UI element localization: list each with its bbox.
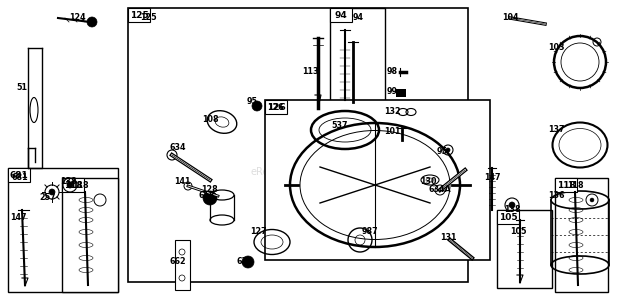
Bar xyxy=(62,178,118,292)
Text: 662: 662 xyxy=(170,257,187,266)
Circle shape xyxy=(252,101,262,111)
Text: 105: 105 xyxy=(510,227,526,237)
Circle shape xyxy=(446,148,450,152)
Text: 147: 147 xyxy=(484,173,500,182)
Text: 98: 98 xyxy=(386,68,397,77)
Circle shape xyxy=(509,202,515,208)
Text: 124: 124 xyxy=(69,13,86,23)
Text: 118: 118 xyxy=(567,181,583,190)
Text: 141: 141 xyxy=(174,178,190,187)
Text: 128: 128 xyxy=(202,185,218,195)
Text: 51: 51 xyxy=(17,83,27,92)
Circle shape xyxy=(49,189,55,195)
Text: 104: 104 xyxy=(502,13,518,23)
Bar xyxy=(8,168,118,292)
Bar xyxy=(265,100,490,260)
Text: 138: 138 xyxy=(60,178,76,187)
Text: 138: 138 xyxy=(503,206,520,215)
Text: 95: 95 xyxy=(436,148,448,156)
Text: 987: 987 xyxy=(361,227,378,237)
Text: 136: 136 xyxy=(547,190,564,199)
Bar xyxy=(555,178,577,192)
Bar xyxy=(62,178,84,192)
Text: 137: 137 xyxy=(547,125,564,134)
Text: 537: 537 xyxy=(332,120,348,130)
Text: 118: 118 xyxy=(64,181,82,190)
Bar xyxy=(8,168,30,182)
Text: 618: 618 xyxy=(198,192,215,201)
Bar xyxy=(128,8,468,282)
Bar xyxy=(497,210,519,224)
Bar xyxy=(330,8,385,112)
Text: 257: 257 xyxy=(40,193,56,203)
Text: 125: 125 xyxy=(140,13,156,23)
Text: 681: 681 xyxy=(12,173,29,182)
Text: 118: 118 xyxy=(557,181,575,190)
Text: 118: 118 xyxy=(72,181,88,190)
Text: 126: 126 xyxy=(267,103,285,111)
Bar xyxy=(396,89,406,97)
Circle shape xyxy=(590,198,594,202)
Text: 634: 634 xyxy=(170,144,186,153)
Bar xyxy=(265,100,287,114)
Text: eReplacementParts.com: eReplacementParts.com xyxy=(250,167,370,177)
Text: 103: 103 xyxy=(547,44,564,52)
Circle shape xyxy=(203,191,217,205)
Bar xyxy=(128,8,150,22)
Text: 126: 126 xyxy=(267,103,283,113)
Text: 94: 94 xyxy=(335,10,347,19)
Text: 113: 113 xyxy=(302,68,318,77)
Text: 636: 636 xyxy=(237,257,253,266)
Text: 101: 101 xyxy=(384,128,401,136)
Bar xyxy=(175,240,190,290)
Text: 634A: 634A xyxy=(428,185,451,195)
Text: 125: 125 xyxy=(130,10,148,19)
Circle shape xyxy=(242,256,254,268)
Bar xyxy=(497,210,552,288)
Text: 94: 94 xyxy=(353,13,363,23)
Bar xyxy=(555,178,608,292)
Text: 95: 95 xyxy=(247,97,257,106)
Text: 131: 131 xyxy=(440,234,456,243)
Text: 99: 99 xyxy=(386,88,397,97)
Text: 130: 130 xyxy=(420,178,436,187)
Text: 147: 147 xyxy=(10,213,26,223)
Text: 132: 132 xyxy=(384,108,401,117)
Text: 108: 108 xyxy=(202,116,218,125)
Circle shape xyxy=(87,17,97,27)
Bar xyxy=(330,8,352,22)
Text: 681: 681 xyxy=(10,170,29,179)
Text: 105: 105 xyxy=(498,212,517,221)
Circle shape xyxy=(67,182,73,188)
Text: 127: 127 xyxy=(250,227,267,237)
